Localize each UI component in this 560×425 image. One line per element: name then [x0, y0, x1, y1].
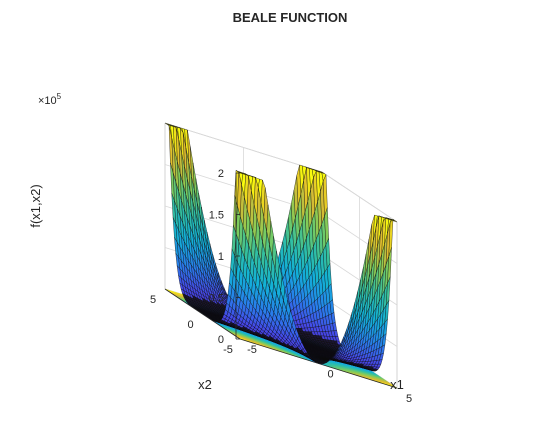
surface-mesh: [165, 123, 397, 371]
